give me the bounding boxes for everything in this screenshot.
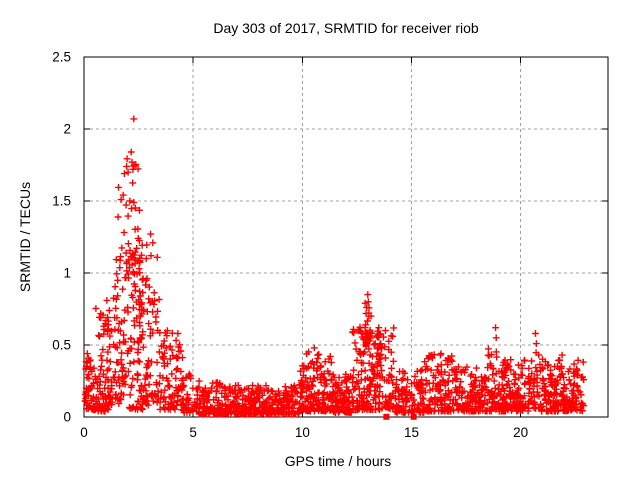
data-points [81, 115, 588, 420]
y-tick-label: 1 [63, 266, 71, 281]
scatter-plus-markers [81, 115, 588, 418]
x-tick-label: 20 [513, 425, 528, 440]
scatter-square-marker [410, 413, 417, 420]
chart-title: Day 303 of 2017, SRMTID for receiver rio… [213, 20, 479, 36]
x-axis-label: GPS time / hours [285, 453, 392, 469]
x-tick-label: 0 [80, 425, 88, 440]
y-tick-label: 2.5 [52, 50, 71, 65]
y-tick-label: 0.5 [52, 338, 71, 353]
plot-frame [83, 56, 609, 418]
axis-labels: Day 303 of 2017, SRMTID for receiver rio… [17, 20, 479, 469]
x-tick-label: 5 [189, 425, 197, 440]
y-tick-label: 0 [63, 410, 71, 425]
y-tick-label: 2 [63, 122, 71, 137]
y-axis-label: SRMTID / TECUs [17, 182, 33, 292]
x-tick-label: 10 [295, 425, 310, 440]
y-tick-label: 1.5 [52, 194, 71, 209]
grid-lines [84, 57, 608, 417]
axes-frame: 0 5 10 15 20 0 0.5 1 1.5 2 2.5 [52, 50, 609, 440]
scatter-square-marker [383, 413, 390, 420]
x-tick-label: 15 [404, 425, 419, 440]
